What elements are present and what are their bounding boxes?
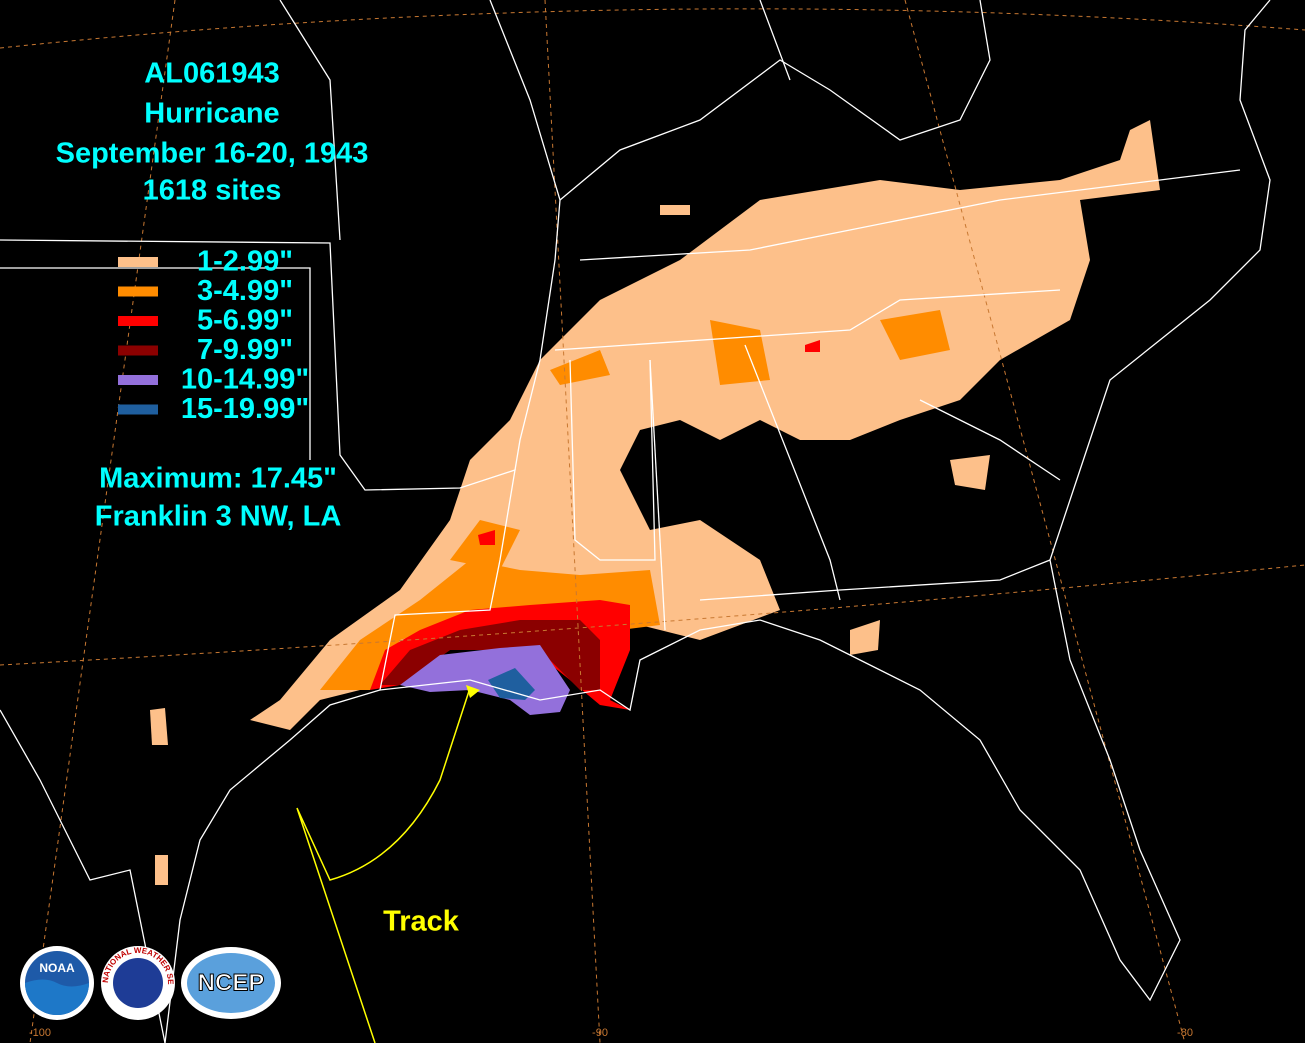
legend: 1-2.99"3-4.99"5-6.99"7-9.99"10-14.99"15-… [118, 246, 309, 425]
maximum-location: Franklin 3 NW, LA [95, 501, 342, 533]
legend-swatch [118, 257, 158, 267]
site-count: 1618 sites [143, 175, 282, 207]
ncep-text: NCEP [198, 969, 265, 996]
rainfall-area [380, 620, 600, 690]
legend-swatch [118, 286, 158, 297]
track-end-marker [466, 685, 480, 698]
rainfall-area [150, 708, 168, 745]
longitude-label: -80 [1177, 1027, 1193, 1039]
rainfall-areas [150, 120, 1160, 885]
legend-label: 5-6.99" [197, 305, 293, 337]
rainfall-area [478, 530, 495, 545]
legend-swatch [118, 375, 158, 385]
legend-label: 3-4.99" [197, 275, 293, 307]
noaa-logo: NOAA [20, 946, 94, 1020]
noaa-text: NOAA [39, 961, 75, 975]
rainfall-area [660, 205, 690, 215]
longitude-label: -90 [592, 1027, 608, 1039]
legend-swatch [118, 404, 158, 415]
legend-swatch [118, 345, 158, 356]
rainfall-area [880, 310, 950, 360]
storm-id: AL061943 [144, 58, 279, 90]
rainfall-area [950, 455, 990, 490]
maximum-value: Maximum: 17.45" [99, 463, 337, 495]
track-label: Track [383, 906, 460, 938]
rainfall-area [488, 668, 535, 700]
legend-label: 10-14.99" [181, 364, 309, 396]
storm-dates: September 16-20, 1943 [56, 138, 369, 170]
longitude-label: -100 [29, 1027, 51, 1039]
ncep-logo: NCEP [181, 947, 281, 1019]
storm-type: Hurricane [144, 98, 279, 130]
legend-swatch [118, 316, 158, 326]
storm-track [296, 687, 471, 1043]
rainfall-area [850, 620, 880, 655]
rainfall-area [820, 250, 840, 280]
legend-label: 1-2.99" [197, 246, 293, 278]
rainfall-area [805, 340, 820, 352]
legend-label: 7-9.99" [197, 334, 293, 366]
legend-label: 15-19.99" [181, 393, 309, 425]
rainfall-area [155, 855, 168, 885]
boundaries [0, 0, 1271, 1043]
rainfall-area [320, 560, 660, 690]
